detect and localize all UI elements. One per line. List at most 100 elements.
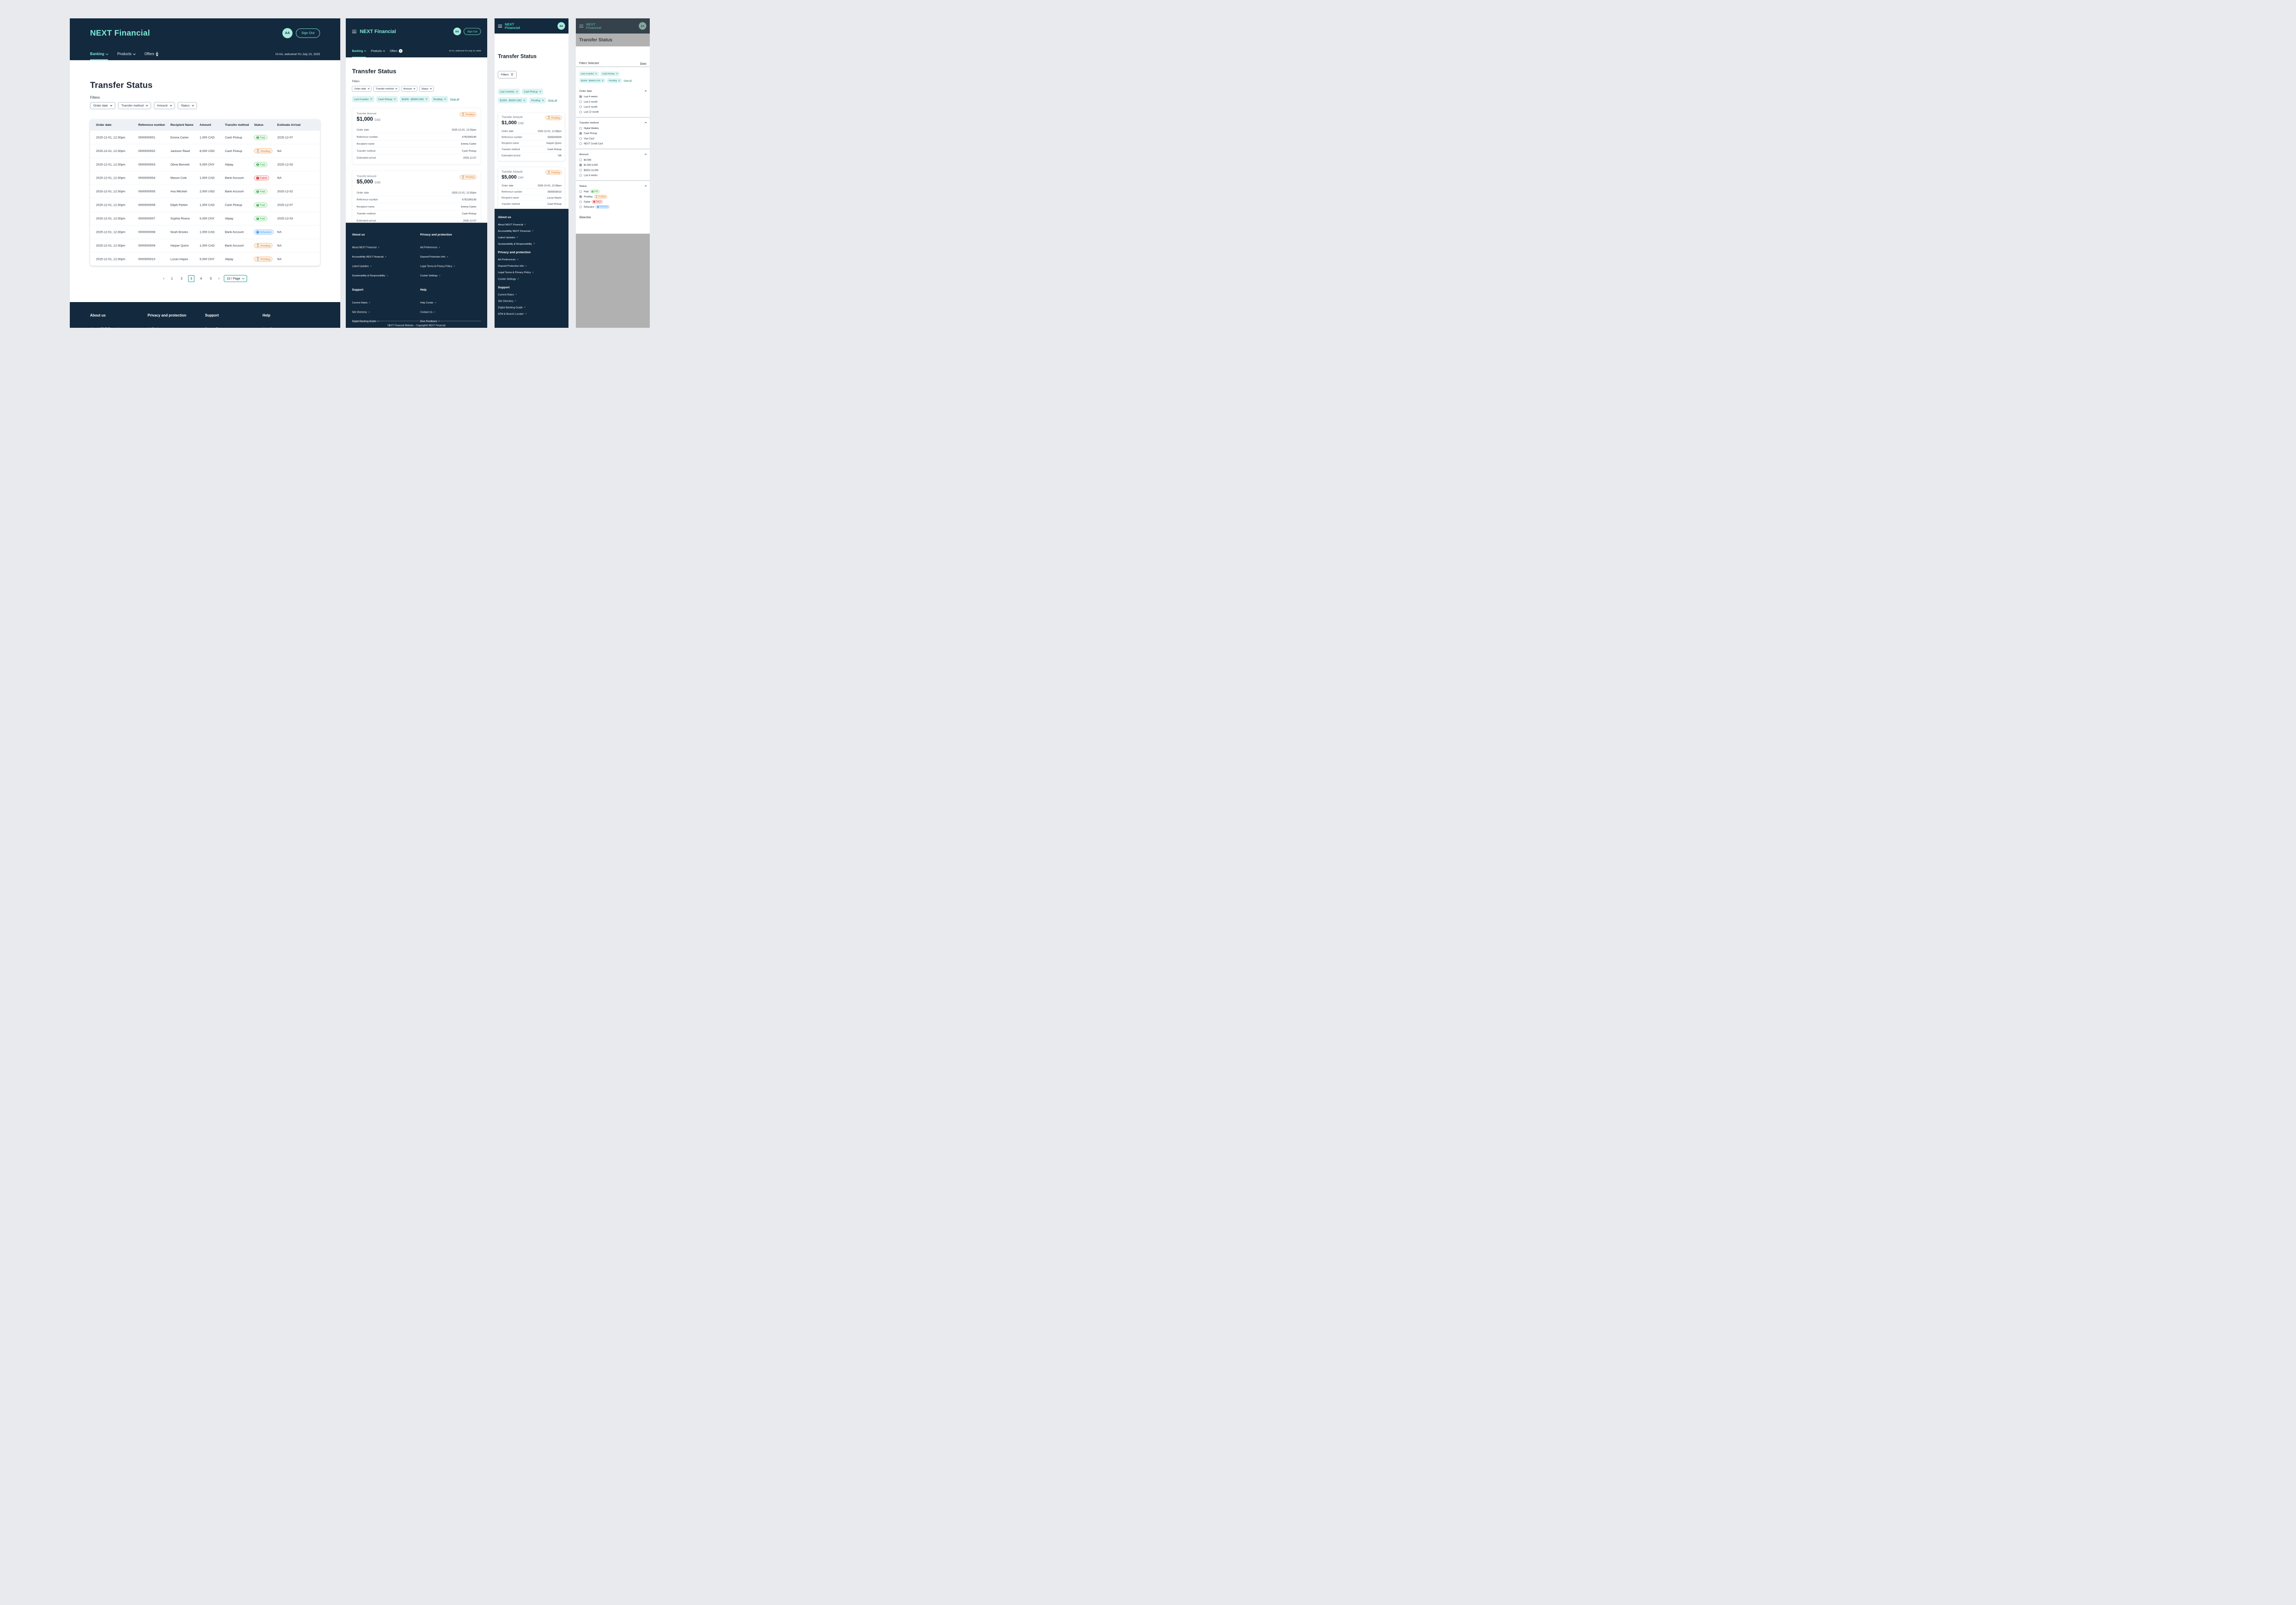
filter-chip[interactable]: $1000 - $5000 CAD ✕ <box>498 97 528 103</box>
remove-chip-icon[interactable]: ✕ <box>523 99 526 102</box>
filter-dropdown[interactable]: Status <box>178 102 197 109</box>
table-row[interactable]: 2025-12-01, 12:30pm 0000000006 Elijah Pa… <box>90 198 320 212</box>
remove-chip-icon[interactable]: ✕ <box>516 90 518 93</box>
brand-logo[interactable]: NEXT Financial <box>90 28 150 38</box>
filter-chip[interactable]: Last 4 weeks ✕ <box>498 89 520 95</box>
avatar[interactable]: AA <box>282 28 293 39</box>
remove-chip-icon[interactable]: ✕ <box>539 90 541 93</box>
table-row[interactable]: 2025-12-01, 12:30pm 0000000010 Lucas Hay… <box>90 252 320 265</box>
filter-option[interactable]: Pending ⌛ Pending <box>579 194 646 199</box>
pagination-page-button[interactable]: 5 <box>208 275 214 282</box>
transfer-card[interactable]: Transfer Amount $5,000 CNY ⌛ Pending Order… <box>498 167 565 216</box>
hamburger-menu-icon[interactable] <box>352 30 357 33</box>
footer-link[interactable]: Site Directory ↗ <box>352 310 370 314</box>
avatar[interactable]: AA <box>639 22 647 30</box>
filter-chip[interactable]: Pending ✕ <box>431 96 449 102</box>
avatar[interactable]: AA <box>557 22 565 30</box>
remove-chip-icon[interactable]: ✕ <box>616 73 618 75</box>
filter-dropdown[interactable]: Transfer method <box>118 102 151 109</box>
radio-button[interactable] <box>579 205 582 208</box>
footer-link[interactable]: Help Center ↗ <box>420 301 437 304</box>
filter-chip[interactable]: Last 4 weeks ✕ <box>579 71 599 76</box>
footer-link[interactable]: ATM & Branch Locator ↗ <box>498 312 527 315</box>
footer-link[interactable]: About NEXT Financial ↗ <box>498 223 526 226</box>
filters-button[interactable]: Filters <box>498 71 517 79</box>
pagination-page-button[interactable]: 2 <box>179 275 185 282</box>
radio-button[interactable] <box>579 95 582 98</box>
footer-link[interactable]: Ad Preferences ↗ <box>420 246 440 249</box>
clear-all-link[interactable]: Clear all <box>450 98 459 101</box>
footer-link[interactable]: Legal Terms & Privacy Policy ↗ <box>420 264 455 268</box>
footer-link[interactable]: Sustainability & Responsibility ↗ <box>498 242 535 245</box>
filter-group-header[interactable]: Amount <box>579 153 647 156</box>
transfer-card[interactable]: Transfer Amount $1,000 CAD ⌛ Pending Order… <box>352 107 481 165</box>
radio-button[interactable] <box>579 163 582 167</box>
table-row[interactable]: 2025-12-01, 12:30pm 0000000009 Harper Qu… <box>90 238 320 252</box>
footer-link[interactable]: Contact Us ↗ <box>420 310 435 314</box>
clear-all-link[interactable]: Clear all <box>624 79 632 82</box>
remove-chip-icon[interactable]: ✕ <box>542 99 544 102</box>
footer-link[interactable]: Current Rates ↗ <box>205 327 263 328</box>
brand-logo[interactable]: NEXT Financial <box>360 28 396 34</box>
remove-chip-icon[interactable]: ✕ <box>444 97 446 101</box>
filter-option[interactable]: Paid $ Paid <box>579 189 646 194</box>
footer-link[interactable]: Latest Updates ↗ <box>498 236 518 239</box>
sign-out-button[interactable]: Sign Out <box>296 28 320 38</box>
filter-chip[interactable]: Pending ✕ <box>529 97 546 103</box>
table-row[interactable]: 2025-12-01, 12:30pm 0000000003 Olivia Be… <box>90 157 320 171</box>
pagination-next-button[interactable]: › <box>218 276 220 281</box>
footer-link[interactable]: Give Feedback ↗ <box>420 320 440 323</box>
filter-option[interactable]: Digital Wallets <box>579 126 646 131</box>
footer-link[interactable]: About NEXT Financial ↗ <box>352 246 379 249</box>
footer-link[interactable]: Site Directory ↗ <box>498 299 517 303</box>
footer-link[interactable]: Accessibility NEXT Financial ↗ <box>498 229 534 232</box>
pagination-page-button[interactable]: 3 <box>188 275 195 282</box>
hamburger-menu-icon[interactable] <box>579 24 584 28</box>
table-row[interactable]: 2025-12-01, 12:30pm 0000000002 Jackson R… <box>90 144 320 157</box>
filter-chip[interactable]: Cash Pickup ✕ <box>522 89 543 95</box>
filter-chip[interactable]: $1000 - $5000 CAD ✕ <box>400 96 430 102</box>
filter-group-header[interactable]: Order date <box>579 90 647 92</box>
radio-button[interactable] <box>579 137 582 140</box>
footer-link[interactable]: Current Rates ↗ <box>352 301 371 304</box>
filter-option[interactable]: Last 4 weeks <box>579 173 646 178</box>
filter-option[interactable]: NEXT Credit Card <box>579 141 646 146</box>
show-less-link[interactable]: Show less <box>579 215 591 219</box>
remove-chip-icon[interactable]: ✕ <box>425 97 428 101</box>
table-row[interactable]: 2025-12-01, 12:30pm 0000000008 Noah Broo… <box>90 225 320 238</box>
filter-group-header[interactable]: Transfer method <box>579 121 647 124</box>
filter-option[interactable]: $1,000-5,000 <box>579 163 646 168</box>
pagination-page-button[interactable]: 4 <box>198 275 204 282</box>
filter-group-header[interactable]: Status <box>579 185 647 187</box>
brand-logo[interactable]: NEXT Financial <box>505 22 520 30</box>
filter-option[interactable]: Last 3 month <box>579 99 646 104</box>
filter-dropdown[interactable]: Transfer method <box>373 86 400 92</box>
filter-option[interactable]: Refunded ↩ Refunded <box>579 204 646 209</box>
radio-button[interactable] <box>579 200 582 203</box>
radio-button[interactable] <box>579 105 582 108</box>
filter-chip[interactable]: Cash Pickup ✕ <box>600 71 619 76</box>
filter-chip[interactable]: Last 4 weeks ✕ <box>352 96 375 102</box>
nav-item-offers[interactable]: Offers 3 <box>390 45 403 57</box>
footer-link[interactable]: Ad Preferences ↗ <box>147 327 205 328</box>
remove-chip-icon[interactable]: ✕ <box>618 79 620 82</box>
footer-link[interactable]: Digital Banking Guide ↗ <box>352 320 379 323</box>
nav-item-offers[interactable]: Offers 3 <box>145 48 158 60</box>
radio-button[interactable] <box>579 110 582 113</box>
remove-chip-icon[interactable]: ✕ <box>595 73 597 75</box>
radio-button[interactable] <box>579 132 582 135</box>
radio-button[interactable] <box>579 174 582 177</box>
done-link[interactable]: Done <box>640 62 647 65</box>
footer-link[interactable]: About NEXT Financial ↗ <box>90 327 147 328</box>
filter-chip[interactable]: $1000 - $5000 CAD ✕ <box>579 78 605 83</box>
pagination-page-button[interactable]: 1 <box>169 275 175 282</box>
pagination-prev-button[interactable]: ‹ <box>163 276 165 281</box>
footer-link[interactable]: Current Rates ↗ <box>498 293 517 296</box>
filter-dropdown[interactable]: Status <box>419 86 434 92</box>
remove-chip-icon[interactable]: ✕ <box>370 97 372 101</box>
table-row[interactable]: 2025-12-01, 12:30pm 0000000004 Mason Col… <box>90 171 320 185</box>
radio-button[interactable] <box>579 100 582 103</box>
avatar[interactable]: AA <box>453 28 461 35</box>
remove-chip-icon[interactable]: ✕ <box>394 97 396 101</box>
footer-link[interactable]: Deposit Protection Info ↗ <box>420 255 448 258</box>
